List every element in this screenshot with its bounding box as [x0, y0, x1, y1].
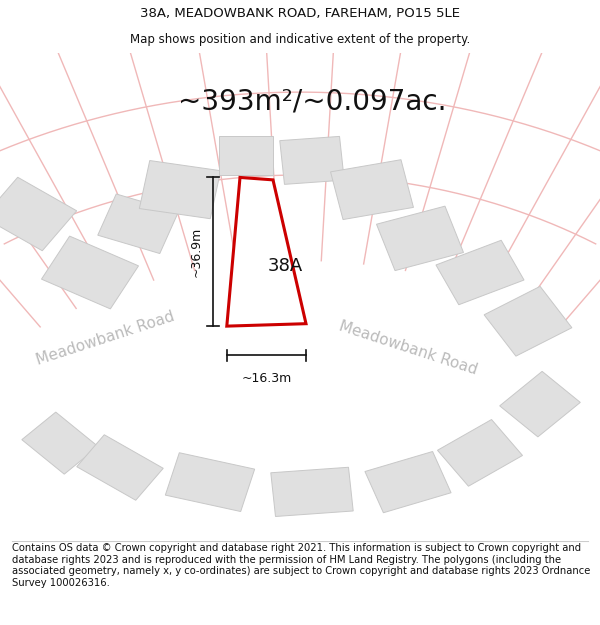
- Text: Meadowbank Road: Meadowbank Road: [34, 309, 176, 368]
- Polygon shape: [22, 412, 98, 474]
- Text: ~393m²/~0.097ac.: ~393m²/~0.097ac.: [178, 88, 446, 116]
- Polygon shape: [98, 194, 178, 254]
- Polygon shape: [166, 452, 254, 511]
- Polygon shape: [227, 177, 306, 326]
- Text: 38A, MEADOWBANK ROAD, FAREHAM, PO15 5LE: 38A, MEADOWBANK ROAD, FAREHAM, PO15 5LE: [140, 7, 460, 20]
- Polygon shape: [437, 419, 523, 486]
- Text: ~36.9m: ~36.9m: [190, 227, 203, 277]
- Text: Map shows position and indicative extent of the property.: Map shows position and indicative extent…: [130, 33, 470, 46]
- Polygon shape: [139, 161, 221, 219]
- Polygon shape: [376, 206, 464, 271]
- Text: Contains OS data © Crown copyright and database right 2021. This information is : Contains OS data © Crown copyright and d…: [12, 543, 590, 588]
- Polygon shape: [280, 136, 344, 184]
- Polygon shape: [436, 240, 524, 305]
- Polygon shape: [77, 435, 163, 500]
- Polygon shape: [219, 136, 273, 175]
- Polygon shape: [500, 371, 580, 437]
- Polygon shape: [331, 160, 413, 219]
- Polygon shape: [365, 451, 451, 512]
- Polygon shape: [0, 177, 77, 251]
- Polygon shape: [271, 468, 353, 516]
- Polygon shape: [484, 286, 572, 356]
- Text: 38A: 38A: [268, 258, 303, 276]
- Polygon shape: [41, 236, 139, 309]
- Text: ~16.3m: ~16.3m: [241, 372, 292, 385]
- Text: Meadowbank Road: Meadowbank Road: [337, 319, 479, 378]
